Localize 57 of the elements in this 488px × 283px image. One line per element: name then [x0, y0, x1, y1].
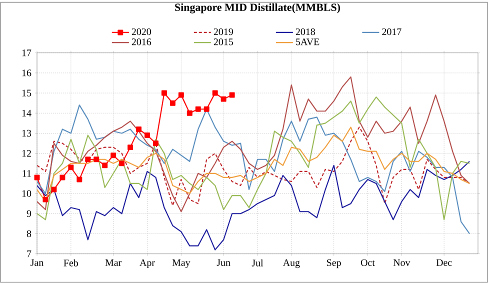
point — [195, 106, 201, 112]
x-tick-label: May — [172, 259, 190, 268]
x-tick-label: Nov — [393, 259, 410, 266]
point — [60, 174, 66, 180]
point — [220, 96, 226, 102]
y-tick-label: 7 — [27, 250, 32, 258]
point — [170, 100, 176, 106]
point — [51, 186, 57, 192]
y-tick-label: 15 — [22, 90, 32, 96]
point — [76, 176, 82, 182]
point — [152, 140, 158, 146]
point — [212, 90, 218, 96]
x-tick-label: Oct — [360, 259, 375, 266]
y-tick-label: 14 — [22, 110, 32, 116]
point — [42, 196, 48, 202]
x-tick-label: Dec — [436, 259, 452, 266]
point — [85, 156, 91, 162]
point — [178, 92, 184, 98]
x-tick-label: Apr — [140, 259, 155, 268]
legend-label: 5AVE — [296, 38, 320, 46]
x-tick-label: Feb — [64, 259, 78, 266]
legend-label: 2019 — [214, 28, 233, 36]
x-tick-label: Sep — [327, 259, 341, 268]
point — [229, 92, 235, 98]
line-series — [37, 104, 470, 234]
x-tick-label: Jul — [252, 259, 264, 266]
y-tick-label: 13 — [22, 130, 32, 137]
point — [136, 126, 142, 132]
y-tick-label: 12 — [22, 150, 31, 157]
chart-title: Singapore MID Distillate(MMBLS) — [175, 3, 340, 14]
x-tick-label: Jan — [30, 259, 44, 266]
legend-label: 2018 — [296, 28, 316, 36]
point — [102, 162, 108, 168]
legend-label: 2016 — [132, 38, 152, 46]
legend-label: 2017 — [382, 28, 402, 36]
y-tick-label: 17 — [22, 50, 32, 56]
x-tick-label: Mar — [105, 259, 122, 266]
point — [128, 144, 134, 150]
point — [68, 164, 74, 170]
point — [119, 160, 125, 166]
x-tick-label: Jun — [216, 259, 230, 266]
point — [110, 152, 116, 158]
point — [204, 106, 210, 112]
legend-label: 2020 — [132, 28, 152, 36]
point — [144, 132, 150, 138]
y-tick-label: 11 — [22, 170, 31, 177]
legend-label: 2015 — [214, 38, 233, 46]
y-tick-label: 9 — [26, 210, 32, 218]
point — [34, 174, 40, 180]
line-series — [37, 76, 470, 212]
y-tick-label: 8 — [26, 230, 32, 238]
y-tick-label: 16 — [22, 70, 32, 76]
point — [186, 110, 192, 116]
y-tick-label: 10 — [22, 190, 32, 197]
point — [161, 90, 167, 96]
x-tick-label: Aug — [282, 259, 300, 268]
point — [94, 156, 100, 162]
